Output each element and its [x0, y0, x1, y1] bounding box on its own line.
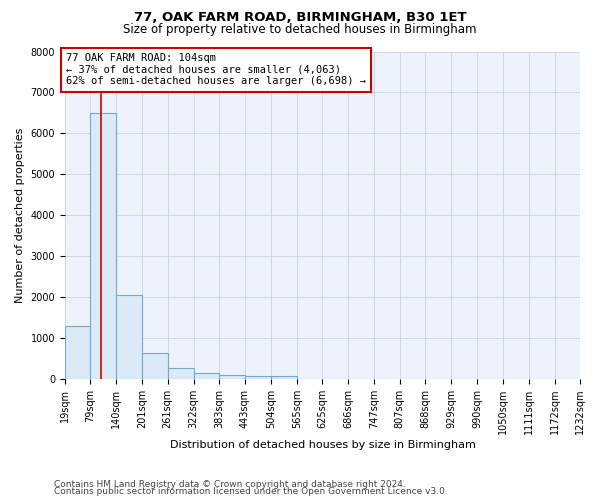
Bar — [220, 375, 245, 379]
Bar — [245, 376, 271, 379]
Text: Contains public sector information licensed under the Open Government Licence v3: Contains public sector information licen… — [54, 487, 448, 496]
Bar — [142, 352, 167, 379]
Text: 77, OAK FARM ROAD, BIRMINGHAM, B30 1ET: 77, OAK FARM ROAD, BIRMINGHAM, B30 1ET — [134, 11, 466, 24]
Text: Contains HM Land Registry data © Crown copyright and database right 2024.: Contains HM Land Registry data © Crown c… — [54, 480, 406, 489]
Text: 77 OAK FARM ROAD: 104sqm
← 37% of detached houses are smaller (4,063)
62% of sem: 77 OAK FARM ROAD: 104sqm ← 37% of detach… — [66, 53, 366, 86]
Bar — [65, 326, 91, 379]
X-axis label: Distribution of detached houses by size in Birmingham: Distribution of detached houses by size … — [170, 440, 475, 450]
Bar — [194, 373, 220, 379]
Bar — [91, 113, 116, 379]
Y-axis label: Number of detached properties: Number of detached properties — [15, 128, 25, 303]
Bar — [271, 376, 297, 379]
Bar — [167, 368, 194, 379]
Bar — [116, 295, 142, 379]
Text: Size of property relative to detached houses in Birmingham: Size of property relative to detached ho… — [123, 22, 477, 36]
